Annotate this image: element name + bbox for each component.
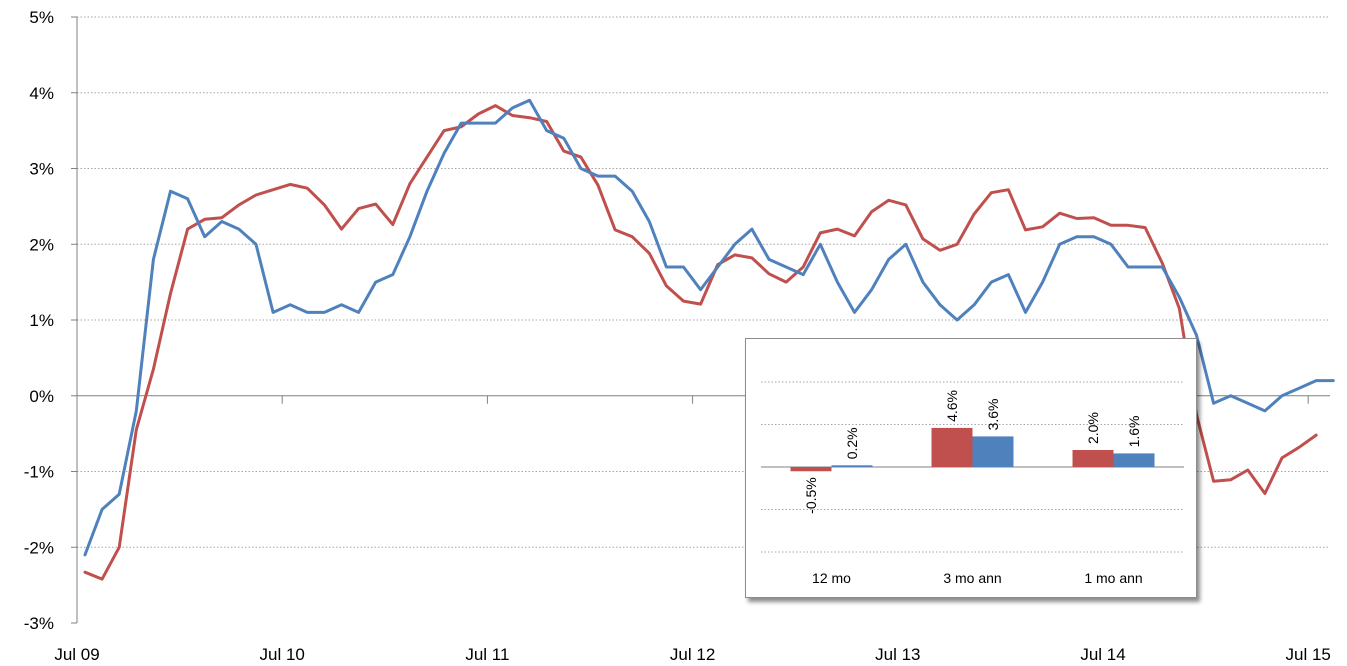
x-tick-label: Jul 15 (1286, 645, 1331, 664)
inset-bar-red (1072, 450, 1114, 467)
series-line-blue (83, 98, 1335, 557)
inset-bar-chart-panel: -0.5% 0.2% 12 mo 4.6% 3.6% 3 mo ann 2.0% 1.6% 1 … (745, 338, 1197, 598)
inset-bar-blue (1113, 453, 1155, 467)
x-tick-label: Jul 12 (670, 645, 715, 664)
inset-bars (790, 427, 1155, 472)
inset-data-label: 2.0% (1085, 412, 1101, 444)
y-tick-label: 3% (29, 160, 54, 179)
y-tick-label: 1% (29, 311, 54, 330)
main-tick-labels: -3% -2% -1% 0% 1% 2% 3% 4% 5% Jul 09 Jul 10 Jul 11 J… (24, 8, 1331, 664)
y-tick-label: -3% (24, 614, 54, 633)
main-series-lines (83, 98, 1335, 581)
y-tick-label: 5% (29, 8, 54, 27)
x-tick-label: Jul 14 (1080, 645, 1125, 664)
inset-category-label: 12 mo (812, 570, 851, 586)
x-tick-label: Jul 13 (875, 645, 920, 664)
y-tick-label: 0% (29, 387, 54, 406)
x-tick-label: Jul 10 (260, 645, 305, 664)
x-tick-label: Jul 11 (465, 645, 509, 664)
x-tick-label: Jul 09 (54, 645, 99, 664)
inset-bar-red (931, 427, 973, 467)
inset-data-label: -0.5% (803, 477, 819, 514)
inset-data-label: 0.2% (844, 427, 860, 459)
y-tick-label: -1% (24, 463, 54, 482)
inset-bar-chart: -0.5% 0.2% 12 mo 4.6% 3.6% 3 mo ann 2.0% 1.6% 1 … (761, 381, 1184, 586)
inset-labels: -0.5% 0.2% 12 mo 4.6% 3.6% 3 mo ann 2.0% 1.6% 1 … (803, 390, 1143, 586)
y-tick-label: 4% (29, 84, 54, 103)
series-line-red (83, 104, 1318, 581)
inset-bar-blue (972, 436, 1014, 467)
y-tick-label: 2% (29, 235, 54, 254)
inset-data-label: 4.6% (944, 390, 960, 422)
inset-data-label: 1.6% (1126, 415, 1142, 447)
inset-bar-red (790, 467, 832, 472)
y-tick-label: -2% (24, 538, 54, 557)
inset-category-label: 3 mo ann (943, 570, 1001, 586)
inset-bar-blue (831, 465, 873, 467)
inset-category-label: 1 mo ann (1084, 570, 1142, 586)
inset-data-label: 3.6% (985, 398, 1001, 430)
